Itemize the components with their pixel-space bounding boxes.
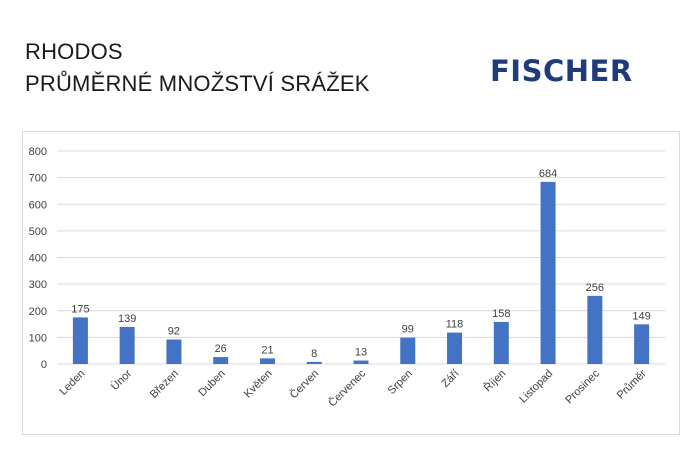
y-tick-label: 200 (29, 306, 47, 318)
bar-6 (353, 360, 369, 364)
data-labels: 175 139 92 26 21 8 13 99 118 158 684 256 149 (71, 168, 651, 360)
data-label-10: 684 (539, 168, 557, 180)
x-tick-label-7: Srpen (386, 368, 415, 397)
bar-12 (634, 324, 650, 364)
x-axis-ticks: Leden Únor Březen Duben Květen Červen Červenec… (57, 367, 649, 410)
chart-frame (22, 131, 680, 435)
title-line-1: RHODOS (25, 39, 123, 64)
fischer-logo: FISCHER (490, 54, 633, 88)
bars (72, 181, 650, 364)
y-tick-label: 400 (29, 253, 47, 265)
grid-layer (57, 150, 665, 365)
x-tick-label-9: Říjen (481, 367, 508, 394)
data-label-2: 92 (168, 326, 180, 338)
x-tick-label-8: Září (439, 368, 461, 390)
y-tick-label: 0 (41, 359, 47, 371)
bar-5 (306, 361, 322, 364)
data-label-0: 175 (71, 303, 89, 315)
x-tick-label-10: Listopad (517, 368, 555, 406)
bar-11 (587, 295, 603, 364)
data-label-3: 26 (215, 343, 227, 355)
x-tick-label-11: Prosinec (563, 367, 602, 406)
bar-10 (540, 181, 556, 364)
data-label-7: 99 (402, 324, 414, 336)
bar-9 (493, 321, 509, 364)
bar-0 (72, 317, 88, 364)
data-label-8: 118 (446, 319, 464, 331)
y-axis-ticks: 0 100 200 300 400 500 600 700 800 (29, 146, 47, 371)
bar-8 (447, 332, 463, 364)
y-tick-label: 100 (29, 332, 47, 344)
bar-3 (213, 357, 229, 364)
y-tick-label: 500 (29, 226, 47, 238)
x-tick-label-5: Červen (287, 367, 321, 401)
bar-2 (166, 339, 182, 364)
data-label-12: 149 (632, 310, 650, 322)
x-tick-label-6: Červenec (326, 367, 369, 410)
bar-7 (400, 337, 416, 364)
data-label-11: 256 (586, 282, 604, 294)
bar-1 (119, 326, 135, 364)
data-label-5: 8 (311, 348, 317, 360)
x-tick-label-1: Únor (108, 367, 134, 393)
y-tick-label: 800 (29, 146, 47, 158)
data-label-4: 21 (261, 344, 273, 356)
data-label-9: 158 (492, 308, 510, 320)
x-tick-label-12: Průměr (615, 367, 649, 401)
data-label-6: 13 (355, 347, 367, 359)
x-tick-label-2: Březen (148, 368, 181, 401)
title-line-2: PRŮMĚRNÉ MNOŽSTVÍ SRÁŽEK (25, 71, 370, 96)
y-tick-label: 700 (29, 173, 47, 185)
x-tick-label-3: Duben (196, 368, 227, 399)
chart-title: RHODOS PRŮMĚRNÉ MNOŽSTVÍ SRÁŽEK (25, 36, 370, 100)
x-tick-label-0: Leden (57, 368, 87, 398)
x-tick-label-4: Květen (242, 368, 275, 401)
data-label-1: 139 (118, 313, 136, 325)
y-tick-label: 600 (29, 199, 47, 211)
bar-4 (259, 358, 275, 364)
y-tick-label: 300 (29, 279, 47, 291)
